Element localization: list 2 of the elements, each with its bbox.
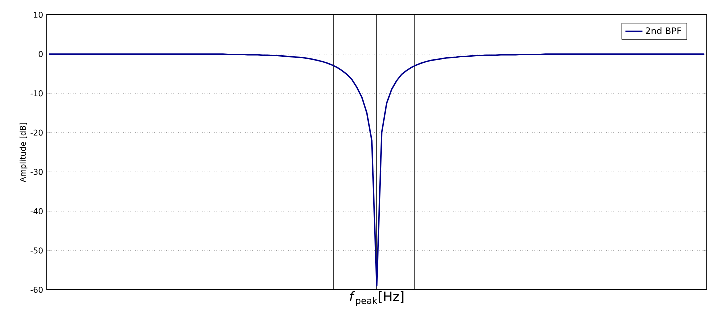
- legend-label: 2nd BPF: [646, 27, 682, 34]
- x-axis-title: f$_{peak}$[Hz]: [350, 292, 404, 306]
